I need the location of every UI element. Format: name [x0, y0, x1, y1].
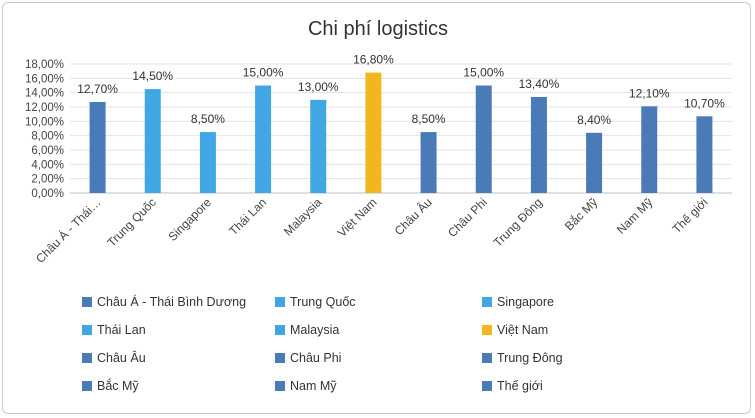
legend-swatch: [482, 297, 492, 307]
data-label: 12,10%: [629, 86, 670, 100]
bar: [144, 89, 161, 193]
bar: [420, 132, 437, 193]
bar: [365, 72, 382, 193]
data-label: 13,40%: [519, 77, 560, 91]
legend-entry: Trung Đông: [497, 351, 563, 365]
legend-swatch: [275, 353, 285, 363]
bar: [641, 106, 658, 193]
legend-swatch: [82, 297, 92, 307]
legend-swatch: [275, 325, 285, 335]
chart-frame: [2, 2, 751, 414]
x-category-label: Singapore: [165, 195, 214, 244]
x-category-label: Thế giới: [670, 195, 711, 236]
x-category-label: Việt Nam: [335, 195, 380, 240]
legend-swatch: [82, 381, 92, 391]
bar: [255, 85, 272, 193]
data-label: 15,00%: [243, 66, 284, 80]
y-tick-label: 0,00%: [31, 188, 64, 200]
legend-entry: Nam Mỹ: [290, 379, 337, 393]
y-tick-label: 10,00%: [25, 116, 64, 128]
data-label: 16,80%: [353, 53, 394, 67]
x-category-label: Châu Á - Thái…: [32, 195, 103, 266]
x-category-label: Thái Lan: [226, 195, 269, 238]
legend-swatch: [482, 381, 492, 391]
grid-lines: [70, 63, 732, 194]
chart-title: Chi phí logistics: [308, 18, 448, 40]
bars: [89, 72, 713, 193]
bar: [475, 85, 492, 193]
legend-entry: Singapore: [497, 295, 554, 309]
x-category-label: Châu Phi: [445, 195, 490, 240]
legend-entry: Việt Nam: [497, 323, 548, 337]
bar: [199, 132, 216, 193]
x-category-label: Trung Đông: [491, 195, 545, 249]
x-category-label: Trung Quốc: [104, 195, 158, 249]
x-category-label: Châu Âu: [391, 195, 435, 239]
data-label: 8,50%: [191, 112, 225, 126]
legend-swatch: [82, 325, 92, 335]
legend-entry: Thái Lan: [97, 323, 146, 337]
x-category-label: Malaysia: [281, 195, 325, 239]
x-category-label: Nam Mỹ: [614, 195, 655, 236]
legend-entry: Bắc Mỹ: [97, 378, 139, 393]
bar: [530, 96, 547, 193]
data-label: 14,50%: [132, 69, 173, 83]
data-label: 13,00%: [298, 80, 339, 94]
data-label: 8,40%: [577, 113, 611, 127]
data-labels: 12,70% 14,50% 8,50% 15,00% 13,00% 16,80% 8,50%…: [77, 53, 725, 127]
legend-entry: Châu Âu: [97, 350, 146, 365]
legend-entry: Malaysia: [290, 323, 339, 337]
legend-entry: Thế giới: [497, 379, 543, 393]
data-label: 15,00%: [463, 66, 504, 80]
y-tick-label: 12,00%: [25, 102, 64, 114]
legend-swatch: [82, 353, 92, 363]
data-label: 12,70%: [77, 82, 118, 96]
data-label: 10,70%: [684, 96, 725, 110]
y-tick-label: 4,00%: [31, 159, 64, 171]
bar: [89, 101, 106, 193]
legend-entry: Trung Quốc: [290, 295, 356, 309]
x-category-label: Bắc Mỹ: [561, 195, 600, 234]
legend-entry: Châu Phi: [290, 351, 341, 365]
legend-swatch: [275, 381, 285, 391]
legend-swatch: [275, 297, 285, 307]
legend-swatch: [482, 325, 492, 335]
y-tick-label: 8,00%: [31, 131, 64, 143]
bar: [310, 99, 327, 193]
data-label: 8,50%: [412, 112, 446, 126]
y-axis-tick-labels: 0,00% 2,00% 4,00% 6,00% 8,00% 10,00% 12,00% 14,…: [25, 59, 64, 200]
y-tick-label: 14,00%: [25, 88, 64, 100]
bar: [586, 132, 603, 193]
y-tick-label: 2,00%: [31, 174, 64, 186]
x-axis-category-labels: Châu Á - Thái… Trung Quốc Singapore Thái La…: [32, 195, 710, 266]
legend-entry: Châu Á - Thái Bình Dương: [97, 294, 246, 309]
y-tick-label: 16,00%: [25, 73, 64, 85]
y-tick-label: 18,00%: [25, 59, 64, 71]
y-tick-label: 6,00%: [31, 145, 64, 157]
legend: Châu Á - Thái Bình Dương Trung Quốc Singap…: [82, 294, 563, 393]
legend-swatch: [482, 353, 492, 363]
bar: [696, 116, 713, 193]
